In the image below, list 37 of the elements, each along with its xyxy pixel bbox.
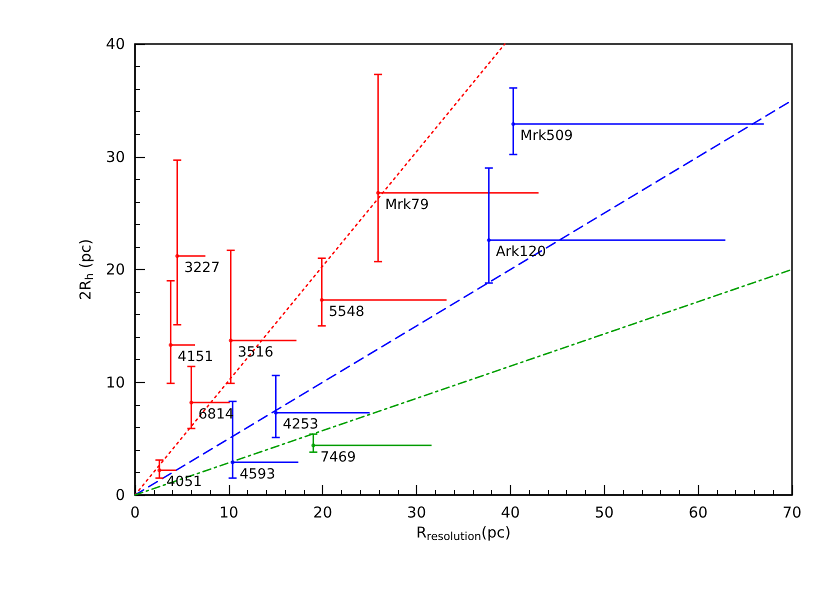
point (230, 460, 235, 464)
annotation: Mrk79 (385, 196, 429, 213)
x-tick-label: 10 (219, 504, 238, 522)
annotation: 4593 (240, 466, 276, 482)
x-tick-label: 70 (782, 504, 802, 522)
annotation: 5548 (328, 304, 364, 320)
point (320, 298, 324, 302)
x-tick-label: 30 (407, 504, 426, 522)
annotation: 3227 (184, 260, 220, 276)
point (175, 254, 180, 258)
y-tick-label: 0 (115, 486, 125, 504)
point (274, 410, 278, 415)
x-tick-label: 40 (500, 504, 520, 522)
point (486, 238, 491, 242)
annotation: 4253 (282, 416, 318, 433)
point (168, 343, 173, 348)
annotation: Ark120 (496, 244, 546, 260)
point (311, 443, 316, 448)
y-tick-label: 30 (106, 148, 125, 166)
x-tick-label: 0 (130, 504, 140, 522)
x-tick-label: 60 (688, 504, 708, 522)
x-tick-label: 20 (313, 504, 332, 522)
annotation: 4051 (166, 474, 202, 490)
point (228, 338, 233, 343)
point (157, 468, 162, 472)
y-axis-title: 2Rh (pc) (76, 238, 96, 300)
point (189, 400, 194, 405)
y-tick-label: 40 (106, 35, 125, 53)
y-tick-label: 10 (106, 373, 125, 392)
point (511, 122, 516, 126)
y-tick-label: 20 (106, 260, 125, 278)
x-tick-label: 50 (594, 504, 614, 522)
point (376, 190, 380, 195)
annotation: Mrk509 (520, 128, 573, 144)
annotation: 4151 (178, 349, 214, 366)
annotation: 7469 (320, 449, 356, 466)
annotation: 3516 (238, 344, 274, 361)
